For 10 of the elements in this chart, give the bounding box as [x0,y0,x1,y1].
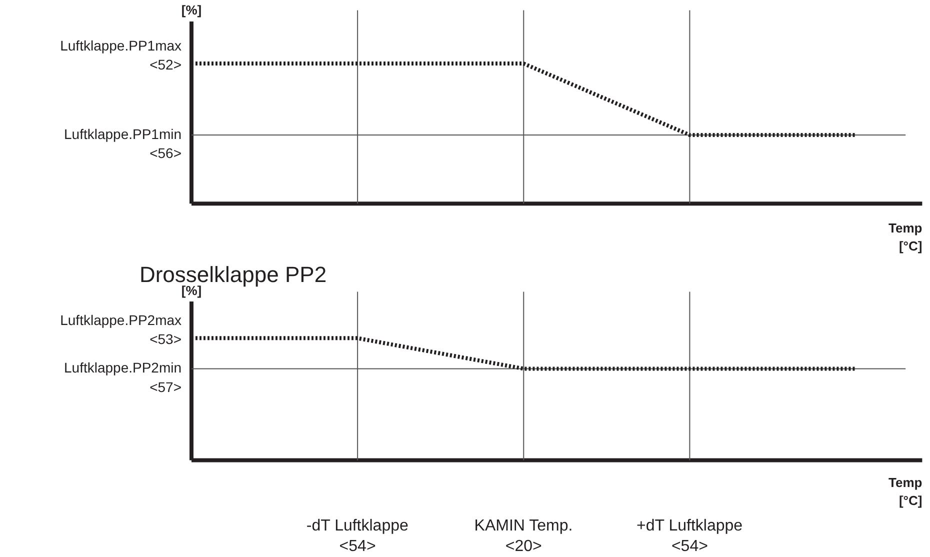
ref-line-label: Luftklappe.PP2min <57> [64,360,182,395]
x-tick-label: +dT Luftklappe <54> [636,518,743,555]
ref-line-label: Luftklappe.PP1min <56> [64,126,182,162]
x-axis-title: Temp [°C] [888,474,922,508]
y-axis-title: [%] [181,2,202,18]
x-tick-label: KAMIN Temp. <20> [474,518,573,555]
text: Luftklappe.PP1max <52> [60,37,182,73]
text: Luftklappe.PP2max <53> [60,312,182,348]
x-tick-label: -dT Luftklappe <54> [306,518,409,555]
x-axis-title: Temp [°C] [888,220,922,254]
